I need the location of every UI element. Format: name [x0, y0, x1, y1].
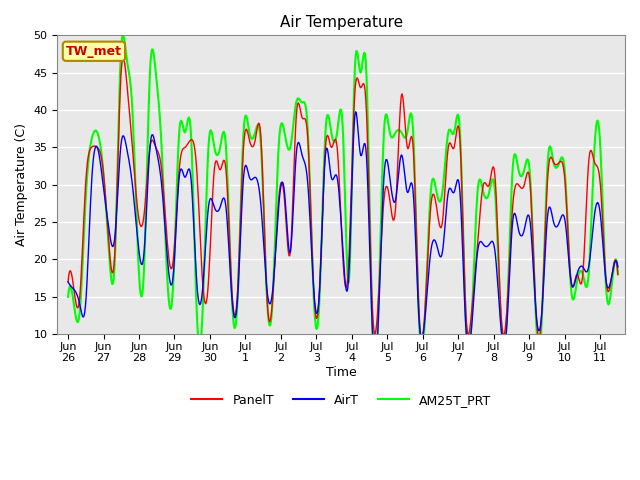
AM25T_PRT: [143, 165, 151, 171]
Y-axis label: Air Temperature (C): Air Temperature (C): [15, 123, 28, 246]
AM25T_PRT: [371, 360, 379, 366]
PanelT: [119, 55, 127, 60]
X-axis label: Time: Time: [326, 366, 356, 379]
Title: Air Temperature: Air Temperature: [280, 15, 403, 30]
PanelT: [143, 187, 150, 192]
AirT: [371, 356, 379, 362]
AirT: [164, 263, 172, 268]
PanelT: [165, 254, 173, 260]
AirT: [141, 226, 149, 232]
Line: PanelT: PanelT: [68, 58, 618, 339]
AM25T_PRT: [165, 297, 173, 302]
AirT: [64, 279, 72, 285]
Legend: PanelT, AirT, AM25T_PRT: PanelT, AirT, AM25T_PRT: [186, 389, 496, 411]
PanelT: [418, 336, 426, 342]
PanelT: [226, 239, 234, 244]
AirT: [614, 264, 621, 270]
PanelT: [143, 177, 151, 183]
AirT: [143, 212, 150, 217]
PanelT: [64, 279, 72, 285]
AirT: [66, 281, 74, 287]
AM25T_PRT: [143, 193, 150, 199]
AM25T_PRT: [66, 284, 74, 290]
Line: AM25T_PRT: AM25T_PRT: [68, 35, 618, 363]
PanelT: [66, 269, 74, 275]
PanelT: [614, 272, 621, 277]
AirT: [225, 245, 233, 251]
Line: AirT: AirT: [68, 112, 618, 359]
AM25T_PRT: [64, 294, 72, 300]
AirT: [315, 300, 323, 305]
Text: TW_met: TW_met: [66, 45, 122, 58]
AM25T_PRT: [316, 297, 323, 303]
PanelT: [316, 289, 323, 295]
AM25T_PRT: [614, 272, 621, 277]
AM25T_PRT: [119, 32, 127, 38]
AM25T_PRT: [226, 235, 234, 241]
AirT: [352, 109, 360, 115]
